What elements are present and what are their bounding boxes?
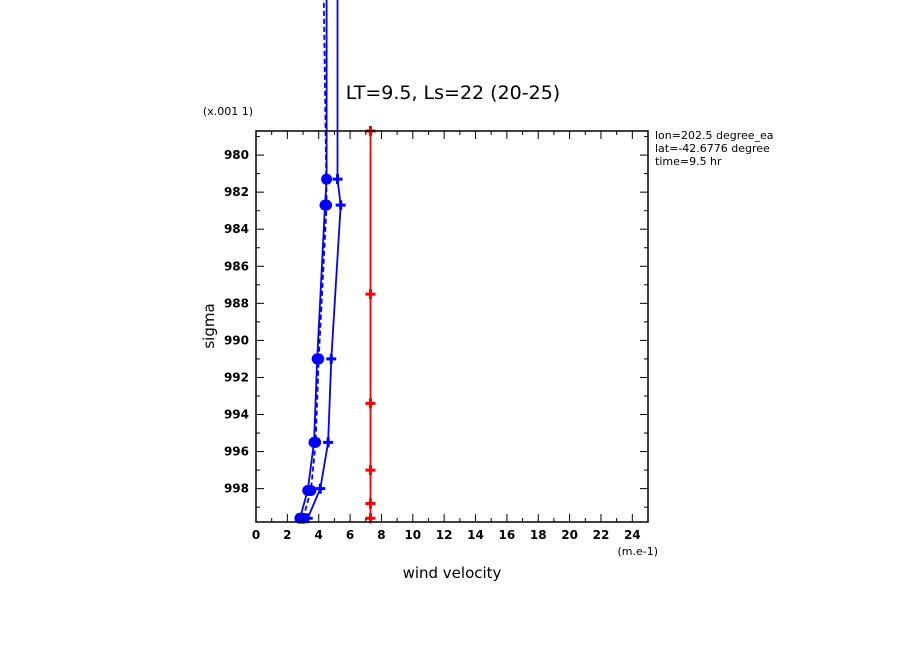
series-3 xyxy=(365,126,376,524)
x-tick-label: 6 xyxy=(346,528,354,542)
y-scale-label: (x.001 1) xyxy=(203,105,253,118)
x-tick-label: 14 xyxy=(467,528,484,542)
y-tick-label: 988 xyxy=(224,296,249,310)
y-tick-label: 992 xyxy=(224,370,249,384)
data-point xyxy=(310,436,322,448)
x-tick-label: 0 xyxy=(252,528,260,542)
x-tick-label: 22 xyxy=(593,528,610,542)
data-point xyxy=(365,289,376,300)
x-tick-label: 2 xyxy=(283,528,291,542)
data-point xyxy=(332,174,343,185)
x-tick-label: 20 xyxy=(561,528,578,542)
data-point xyxy=(321,199,333,211)
x-tick-label: 8 xyxy=(377,528,385,542)
x-tick-label: 18 xyxy=(530,528,547,542)
data-point xyxy=(365,398,376,409)
tick-layer: 0 2 4 6 8 10 12 14 16 18 20 22 249809829849869889909… xyxy=(224,131,649,542)
plot-frame xyxy=(255,130,649,523)
info-lon: lon=202.5 degree_ea xyxy=(655,129,774,142)
data-point xyxy=(323,437,334,448)
y-tick-label: 990 xyxy=(224,333,249,347)
x-scale-label: (m.e-1) xyxy=(617,545,658,558)
y-axis-label: sigma xyxy=(200,303,218,348)
data-point xyxy=(365,498,376,509)
info-time: time=9.5 hr xyxy=(655,155,722,168)
series-1 xyxy=(297,0,333,524)
data-point xyxy=(335,200,346,211)
y-tick-label: 984 xyxy=(224,222,249,236)
data-point xyxy=(365,465,376,476)
x-tick-label: 12 xyxy=(436,528,453,542)
x-tick-label: 10 xyxy=(404,528,421,542)
chart-title: LT=9.5, Ls=22 (20-25) xyxy=(346,82,560,104)
x-axis-label: wind velocity xyxy=(403,564,502,582)
x-tick-label: 16 xyxy=(499,528,516,542)
data-point xyxy=(305,484,317,496)
x-tick-label: 4 xyxy=(315,528,323,542)
info-lat: lat=-42.6776 degree xyxy=(655,142,770,155)
data-point xyxy=(315,483,326,494)
y-tick-label: 996 xyxy=(224,445,249,459)
data-point xyxy=(326,353,337,364)
series-layer xyxy=(294,0,376,524)
y-tick-label: 982 xyxy=(224,185,249,199)
y-tick-label: 998 xyxy=(224,482,249,496)
data-point xyxy=(313,353,325,365)
x-tick-label: 24 xyxy=(624,528,641,542)
y-tick-label: 994 xyxy=(224,408,249,422)
y-tick-label: 986 xyxy=(224,259,249,273)
y-tick-label: 980 xyxy=(224,148,249,162)
